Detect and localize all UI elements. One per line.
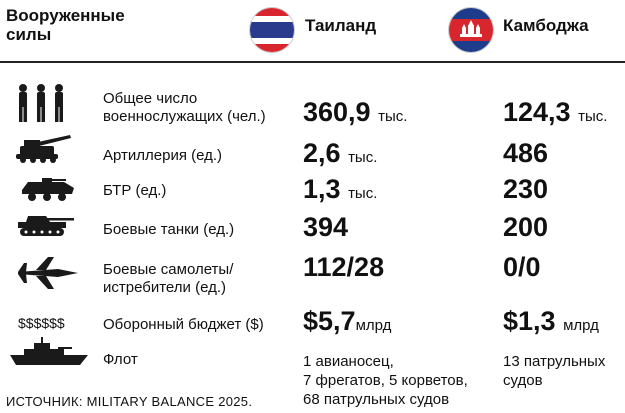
thailand-personnel-value: 360,9 тыс. xyxy=(303,97,407,132)
cambodia-flag-icon xyxy=(448,7,494,53)
value-number: 1,3 xyxy=(303,174,341,204)
value-unit: тыс. xyxy=(348,149,378,166)
thailand-fleet-value: 1 авианосец, 7 фрегатов, 5 корветов, 68 … xyxy=(303,352,468,409)
cambodia-tanks-value: 200 xyxy=(503,212,548,242)
page-title: Вооруженные силы xyxy=(6,6,125,44)
cambodia-artillery-value: 486 xyxy=(503,138,548,168)
country-thailand: Таиланд xyxy=(305,16,377,35)
row-label-personnel: Общее число военнослужащих (чел.) xyxy=(103,90,266,126)
row-label-fleet: Флот xyxy=(103,351,138,368)
source-note: ИСТОЧНИК: MILITARY BALANCE 2025. xyxy=(6,394,253,409)
header-divider xyxy=(0,61,625,63)
value-number: 200 xyxy=(503,212,549,242)
cambodia-apc-value: 230 xyxy=(503,174,548,204)
value-unit: тыс. xyxy=(378,108,408,125)
label-line: военнослужащих (чел.) xyxy=(103,108,266,125)
thailand-flag-icon xyxy=(249,7,295,53)
value-number: $5,7 xyxy=(303,306,356,336)
tank-icon xyxy=(14,212,78,238)
cambodia-fleet-value: 13 патрульных судов xyxy=(503,352,605,390)
value-number: 0/0 xyxy=(503,252,541,282)
value-unit: млрд xyxy=(355,317,392,334)
value-unit: тыс. xyxy=(578,108,608,125)
cambodia-aircraft-value: 0/0 xyxy=(503,252,541,282)
value-number: 2,6 xyxy=(303,138,341,168)
apc-icon xyxy=(20,176,76,202)
cambodia-budget-value: $1,3 млрд xyxy=(503,306,599,341)
value-unit: млрд xyxy=(563,317,599,334)
artillery-icon xyxy=(14,134,74,164)
label-line: Боевые самолеты/ xyxy=(103,261,234,278)
row-label-aircraft: Боевые самолеты/ истребители (ед.) xyxy=(103,261,233,297)
thailand-budget-value: $5,7млрд xyxy=(303,306,391,341)
value-number: $1,3 xyxy=(503,306,556,336)
fleet-line: 68 патрульных судов xyxy=(303,391,450,408)
label-line: Общее число xyxy=(103,90,198,107)
fleet-line: 7 фрегатов, 5 корветов, xyxy=(303,372,468,389)
value-unit: тыс. xyxy=(348,185,378,202)
row-label-tanks: Боевые танки (ед.) xyxy=(103,221,235,238)
value-number: 360,9 xyxy=(303,97,371,127)
row-label-budget: Оборонный бюджет ($) xyxy=(103,316,264,333)
fleet-line: 1 авианосец, xyxy=(303,353,394,370)
thailand-artillery-value: 2,6 тыс. xyxy=(303,138,377,173)
value-number: 124,3 xyxy=(503,97,571,127)
cambodia-personnel-value: 124,3 тыс. xyxy=(503,97,607,132)
title-line-1: Вооруженные xyxy=(6,6,125,25)
label-line: истребители (ед.) xyxy=(103,279,227,296)
value-number: 394 xyxy=(303,212,349,242)
soldiers-icon xyxy=(14,83,70,123)
fleet-line: 13 патрульных xyxy=(503,353,606,370)
money-icon: $$$$$$ xyxy=(18,315,65,331)
value-number: 230 xyxy=(503,174,549,204)
value-number: 486 xyxy=(503,138,549,168)
value-number: 112/28 xyxy=(303,252,385,282)
fighter-jet-icon xyxy=(14,255,80,291)
country-cambodia: Камбоджа xyxy=(503,16,589,35)
thailand-aircraft-value: 112/28 xyxy=(303,252,384,282)
fleet-line: судов xyxy=(503,372,543,389)
thailand-tanks-value: 394 xyxy=(303,212,348,242)
thailand-apc-value: 1,3 тыс. xyxy=(303,174,377,209)
row-label-artillery: Артиллерия (ед.) xyxy=(103,147,223,164)
warship-icon xyxy=(8,337,90,367)
title-line-2: силы xyxy=(6,25,52,44)
row-label-apc: БТР (ед.) xyxy=(103,182,167,199)
